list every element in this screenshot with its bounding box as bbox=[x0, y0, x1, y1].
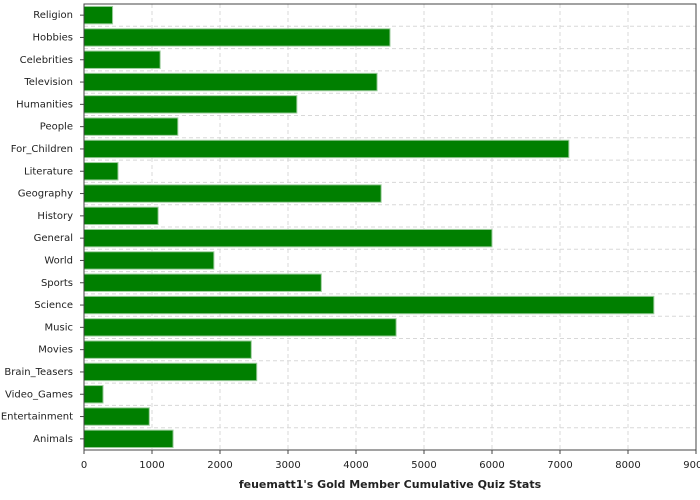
x-tick-label: 6000 bbox=[479, 460, 504, 471]
y-tick-label: Entertainment bbox=[1, 412, 73, 423]
bar bbox=[83, 407, 150, 426]
bar bbox=[83, 28, 391, 47]
y-tick-label: Brain_Teasers bbox=[4, 367, 73, 378]
y-tick-label: History bbox=[37, 211, 73, 222]
bar bbox=[83, 362, 258, 382]
y-tick-label: Hobbies bbox=[33, 32, 73, 43]
x-tick-label: 9000 bbox=[683, 460, 700, 471]
bar bbox=[83, 5, 114, 25]
bar bbox=[83, 429, 174, 449]
bar bbox=[83, 95, 298, 114]
x-tick-label: 1000 bbox=[139, 460, 164, 471]
x-tick-label: 4000 bbox=[343, 460, 368, 471]
y-tick-label: Video_Games bbox=[5, 389, 73, 400]
chart-title: feuematt1's Gold Member Cumulative Quiz … bbox=[239, 478, 542, 491]
plot-frame bbox=[83, 3, 697, 451]
bar bbox=[83, 340, 252, 359]
y-tick-label: For_Children bbox=[11, 144, 73, 155]
y-tick-label: Humanities bbox=[16, 99, 73, 110]
x-tick-label: 7000 bbox=[547, 460, 572, 471]
y-tick-label: Music bbox=[45, 322, 73, 333]
bar bbox=[83, 295, 655, 315]
y-tick-label: Geography bbox=[18, 189, 73, 200]
y-tick-label: General bbox=[34, 233, 73, 244]
x-tick-label: 5000 bbox=[411, 460, 436, 471]
x-tick-label: 2000 bbox=[207, 460, 232, 471]
y-tick-label: World bbox=[44, 255, 73, 266]
bar bbox=[83, 50, 161, 69]
y-tick-label: Movies bbox=[38, 345, 73, 356]
x-tick-label: 3000 bbox=[275, 460, 300, 471]
bar bbox=[83, 273, 322, 292]
bar bbox=[83, 117, 179, 136]
bar bbox=[83, 72, 378, 92]
x-tick-label: 0 bbox=[81, 460, 87, 471]
bar bbox=[83, 206, 159, 226]
bar bbox=[83, 139, 570, 159]
bar bbox=[83, 228, 493, 248]
y-tick-label: Literature bbox=[24, 166, 73, 177]
y-tick-label: Television bbox=[23, 77, 73, 88]
y-tick-label: Animals bbox=[33, 434, 73, 445]
bar bbox=[83, 184, 382, 203]
y-tick-label: Celebrities bbox=[20, 55, 73, 66]
x-tick-label: 8000 bbox=[615, 460, 640, 471]
bar bbox=[83, 385, 104, 404]
bar bbox=[83, 162, 119, 181]
y-tick-label: Sports bbox=[41, 278, 73, 289]
bar bbox=[83, 318, 397, 337]
bar bbox=[83, 251, 215, 270]
y-tick-label: Science bbox=[34, 300, 73, 311]
y-tick-label: People bbox=[40, 122, 73, 133]
y-tick-label: Religion bbox=[33, 10, 73, 21]
